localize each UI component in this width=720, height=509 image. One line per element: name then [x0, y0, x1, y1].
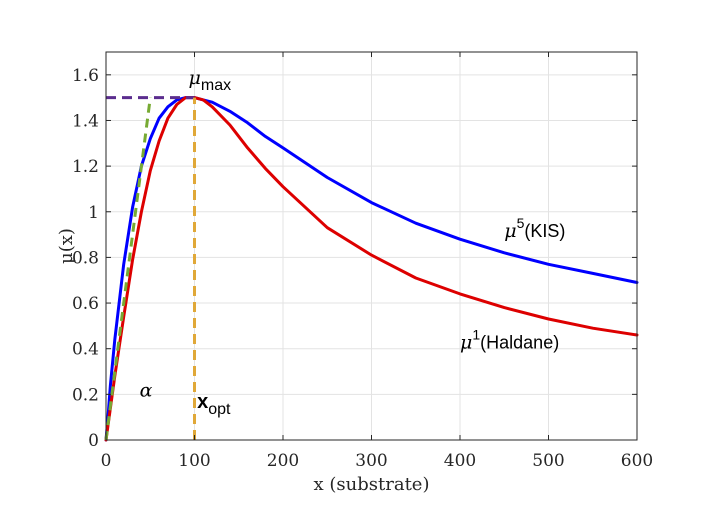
annotation-x-opt: xopt: [197, 391, 231, 418]
x-tick-label: 300: [355, 451, 387, 471]
annotation-alpha: α: [140, 380, 153, 402]
annotation-mu-max: μmax: [189, 67, 232, 94]
y-tick-label: 0.8: [72, 248, 99, 268]
series-label-haldane: μ1(Haldane): [460, 327, 559, 354]
series-group: [104, 96, 639, 442]
y-tick-label: 1: [88, 203, 99, 223]
y-tick-label: 0.6: [72, 294, 99, 314]
y-tick-label: 1.6: [72, 66, 99, 86]
x-axis-label: x (substrate): [314, 474, 430, 495]
x-tick-label: 0: [101, 451, 112, 471]
x-tick-label: 200: [267, 451, 299, 471]
initial-slope-line: [104, 97, 152, 441]
x-tick-label: 100: [178, 451, 210, 471]
y-tick-label: 0: [88, 431, 99, 451]
x-tick-label: 600: [621, 451, 653, 471]
y-axis-label: μ(x): [56, 228, 77, 264]
ticks-group: 0 100 200 300 400 500 600 0 0.2 0.4 0.6 0.8 1 1.2 1.4 1…: [72, 52, 653, 471]
y-tick-label: 0.2: [72, 385, 99, 405]
y-tick-label: 1.2: [72, 157, 99, 177]
series-label-kis: μ5(KIS): [504, 215, 565, 242]
x-tick-label: 500: [532, 451, 564, 471]
y-tick-label: 1.4: [72, 111, 99, 131]
series-line-haldane: [104, 96, 639, 442]
reference-lines: [106, 96, 196, 440]
y-tick-label: 0.4: [72, 340, 99, 360]
x-tick-label: 400: [444, 451, 476, 471]
